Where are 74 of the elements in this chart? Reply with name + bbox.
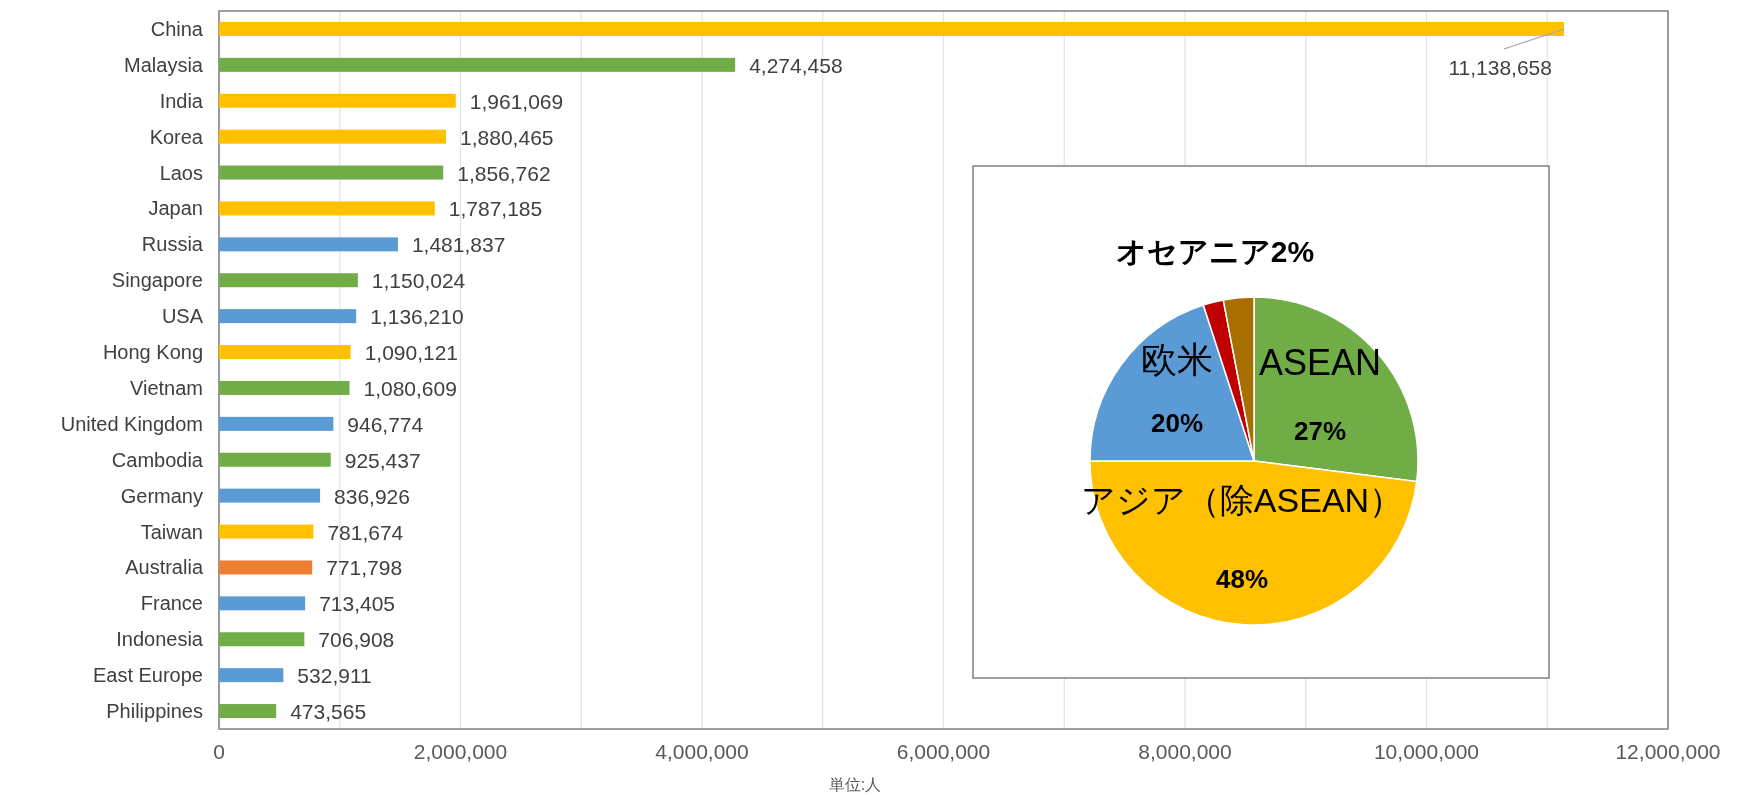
y-tick-label: Hong Kong: [102, 341, 203, 364]
data-label: 20%: [1150, 408, 1204, 438]
data-label: 1,787,185: [448, 197, 543, 221]
bar: [219, 165, 444, 180]
data-label: 532,911: [297, 664, 372, 688]
slice-label: ASEAN: [1258, 342, 1382, 383]
bar: [219, 416, 334, 431]
bar: [219, 632, 305, 647]
data-label: 706,908: [318, 628, 395, 652]
y-tick-label: Germany: [120, 484, 203, 507]
data-label: 1,150,024: [371, 269, 466, 293]
slice-label: オセアニア2%: [1115, 235, 1315, 268]
bar: [219, 380, 350, 395]
data-label: 1,136,210: [370, 305, 464, 329]
bar: [219, 560, 313, 575]
data-label: 4,274,458: [749, 53, 843, 77]
bar: [219, 201, 435, 216]
y-tick-label: United Kingdom: [60, 412, 203, 435]
bar: [219, 452, 331, 467]
bar: [219, 488, 321, 503]
x-axis-title: 単位:人: [828, 776, 882, 793]
x-tick-label: 6,000,000: [896, 740, 991, 763]
data-label: 11,138,658: [1448, 55, 1552, 79]
y-tick-label: Laos: [159, 161, 203, 184]
slice-label: 欧米: [1141, 339, 1213, 380]
bar: [219, 704, 277, 719]
bar: [219, 345, 351, 360]
data-label: 1,856,762: [457, 161, 551, 185]
bar: [219, 596, 306, 611]
bar: [219, 93, 456, 108]
data-label: 836,926: [334, 484, 410, 508]
data-label: 48%: [1215, 564, 1269, 594]
y-tick-label: Japan: [148, 197, 203, 220]
bar: [219, 309, 357, 324]
data-label: 1,080,609: [363, 376, 457, 400]
data-label: 713,405: [319, 592, 396, 616]
y-tick-label: Vietnam: [129, 376, 203, 399]
bar: [219, 237, 398, 252]
bar: [219, 668, 284, 683]
bar: [219, 524, 314, 539]
data-label: 1,481,837: [411, 233, 506, 257]
y-tick-label: East Europe: [92, 664, 203, 687]
bar: [219, 129, 447, 144]
x-tick-label: 12,000,000: [1615, 740, 1721, 763]
y-tick-label: Singapore: [111, 269, 203, 292]
y-tick-label: India: [159, 89, 204, 112]
data-label: 925,437: [344, 448, 421, 472]
data-label: 946,774: [347, 412, 424, 436]
y-tick-label: France: [140, 592, 203, 615]
bar: [219, 21, 1564, 36]
data-label: 1,880,465: [460, 125, 554, 149]
y-tick-label: USA: [161, 305, 204, 328]
y-tick-label: Indonesia: [116, 628, 204, 651]
data-label: 27%: [1293, 416, 1347, 446]
y-tick-label: China: [150, 17, 204, 40]
x-tick-label: 4,000,000: [655, 740, 749, 763]
x-tick-label: 0: [213, 740, 225, 763]
data-label: 781,674: [327, 520, 404, 544]
y-tick-label: Taiwan: [140, 520, 203, 543]
y-tick-label: Malaysia: [124, 53, 204, 76]
x-tick-label: 8,000,000: [1138, 740, 1232, 763]
x-tick-label: 2,000,000: [413, 740, 508, 763]
bar: [219, 273, 358, 288]
y-tick-label: Australia: [125, 556, 204, 579]
y-tick-label: Cambodia: [111, 448, 204, 471]
y-tick-label: Korea: [149, 125, 204, 148]
data-label: 1,090,121: [364, 341, 459, 365]
data-label: 1,961,069: [469, 89, 564, 113]
data-label: 473,565: [290, 700, 367, 724]
y-tick-label: Russia: [141, 233, 204, 256]
x-tick-label: 10,000,000: [1373, 740, 1480, 763]
data-label: 771,798: [326, 556, 403, 580]
bar: [219, 57, 736, 72]
y-tick-label: Philippines: [106, 700, 203, 723]
